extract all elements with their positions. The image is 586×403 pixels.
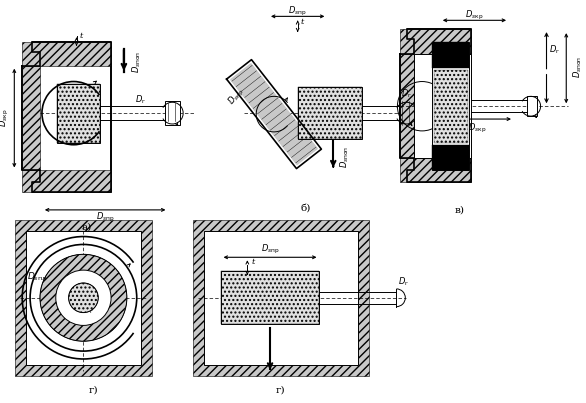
Bar [221,271,319,324]
Bar [298,87,362,139]
Bar [432,42,469,170]
Bar [414,54,472,158]
Text: $D_{s\rm пoп}$: $D_{s\rm пoп}$ [131,51,143,73]
Bar [204,231,358,365]
Bar [432,145,469,170]
Text: $D_{s\rm кр}$: $D_{s\rm кр}$ [468,123,486,135]
Bar [15,220,152,376]
Polygon shape [227,60,321,168]
Bar [22,42,111,66]
Bar [434,70,468,143]
Bar [165,101,180,125]
Bar [221,271,319,324]
Text: $D_{s\rm пр}$: $D_{s\rm пр}$ [96,211,114,224]
Text: $D_{\rm г}$: $D_{\rm г}$ [398,276,409,288]
Text: $D_{\rm г}$: $D_{\rm г}$ [83,303,94,316]
Text: t: t [80,32,83,40]
Text: г): г) [88,385,98,394]
Text: г): г) [276,385,286,394]
Text: $D_{s\rm кр}$: $D_{s\rm кр}$ [226,85,247,108]
Text: t: t [301,18,304,26]
Text: $D_{s\rm кр}$: $D_{s\rm кр}$ [465,9,483,22]
Circle shape [56,270,111,325]
Circle shape [30,245,137,351]
Bar [400,29,472,54]
Circle shape [69,283,98,313]
Text: $D_{s\rm пoп}$: $D_{s\rm пoп}$ [572,56,584,78]
Bar [527,96,537,116]
Text: $D_{s\rm пл}$: $D_{s\rm пл}$ [27,271,47,283]
Bar [57,83,100,143]
Bar [400,99,413,127]
Text: $D_{s\rm пр}$: $D_{s\rm пр}$ [261,243,280,256]
Bar [26,231,141,365]
Bar [22,66,40,170]
Text: $D_{s\rm кр}$: $D_{s\rm кр}$ [0,109,11,127]
Polygon shape [400,29,472,182]
Text: $D_{s\rm пр}$: $D_{s\rm пр}$ [288,5,307,18]
Text: $D_{s\rm пoп}$: $D_{s\rm пoп}$ [339,145,352,168]
Text: $D_{\rm г}$: $D_{\rm г}$ [401,87,412,100]
Polygon shape [22,42,111,192]
Text: $D_{\rm г}$: $D_{\rm г}$ [548,44,560,56]
Bar [298,87,362,139]
Bar [193,220,369,376]
Text: б): б) [301,204,311,212]
Bar [432,42,469,68]
Text: а): а) [81,222,91,231]
Circle shape [40,254,127,341]
Text: t: t [251,258,255,266]
Bar [400,158,472,182]
Polygon shape [231,64,317,164]
Text: $D_{\rm г}$: $D_{\rm г}$ [135,93,146,106]
Bar [22,170,111,192]
Bar [57,83,100,143]
Text: в): в) [455,206,465,214]
Bar [400,54,414,158]
